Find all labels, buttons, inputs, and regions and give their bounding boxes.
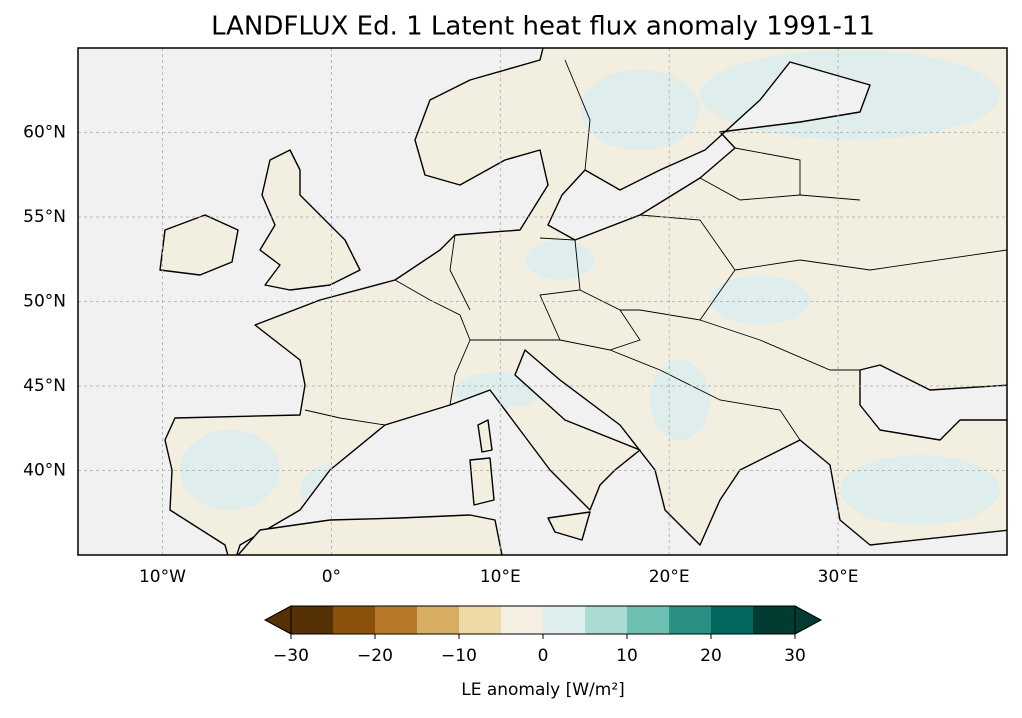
colorbar-tick-label: −20: [357, 646, 393, 666]
colorbar-tick-label: 20: [700, 646, 722, 666]
corsica: [477, 419, 493, 453]
colorbar: −30 −20 −10 0 10 20 30: [263, 605, 823, 666]
colorbar-swatch: [711, 606, 753, 634]
map-frame: [77, 47, 1008, 556]
colorbar-swatch: [753, 606, 795, 634]
colorbar-extend-low: [263, 605, 292, 635]
colorbar-swatch: [459, 606, 501, 634]
gridlines: [78, 48, 1007, 555]
colorbar-tick-label: −10: [441, 646, 477, 666]
x-tick-label: 10°E: [480, 567, 521, 587]
africa: [237, 514, 503, 555]
colorbar-swatch: [585, 606, 627, 634]
colorbar-tick-label: 10: [616, 646, 638, 666]
colorbar-tick-label: 0: [538, 646, 549, 666]
map-area: [78, 48, 1007, 555]
colorbar-extend-high: [794, 605, 823, 635]
britain: [259, 149, 361, 291]
borders: [304, 59, 1007, 441]
colorbar-label: LE anomaly [W/m²]: [461, 680, 625, 700]
colorbar-swatch: [627, 606, 669, 634]
sicily: [547, 511, 591, 541]
y-tick-label: 50°N: [23, 292, 66, 312]
ireland: [159, 214, 239, 276]
map-title: LANDFLUX Ed. 1 Latent heat flux anomaly …: [211, 12, 875, 42]
x-tick-label: 20°E: [649, 567, 690, 587]
y-tick-label: 55°N: [23, 207, 66, 227]
colorbar-tick-label: 30: [784, 646, 806, 666]
colorbar-swatch: [669, 606, 711, 634]
colorbar-swatch: [543, 606, 585, 634]
sardinia: [469, 457, 495, 506]
y-tick-label: 60°N: [23, 123, 66, 143]
x-tick-label: 30°E: [818, 567, 859, 587]
colorbar-swatch: [501, 606, 543, 634]
colorbar-swatch: [291, 606, 333, 634]
colorbar-swatch: [417, 606, 459, 634]
x-tick-label: 10°W: [139, 567, 186, 587]
black-sea: [859, 364, 1007, 441]
baltic: [547, 61, 871, 241]
y-tick-label: 45°N: [23, 376, 66, 396]
colorbar-tick-label: −30: [273, 646, 309, 666]
x-tick-label: 0°: [322, 567, 341, 587]
colorbar-swatch: [375, 606, 417, 634]
y-tick-label: 40°N: [23, 461, 66, 481]
colorbar-swatch: [333, 606, 375, 634]
